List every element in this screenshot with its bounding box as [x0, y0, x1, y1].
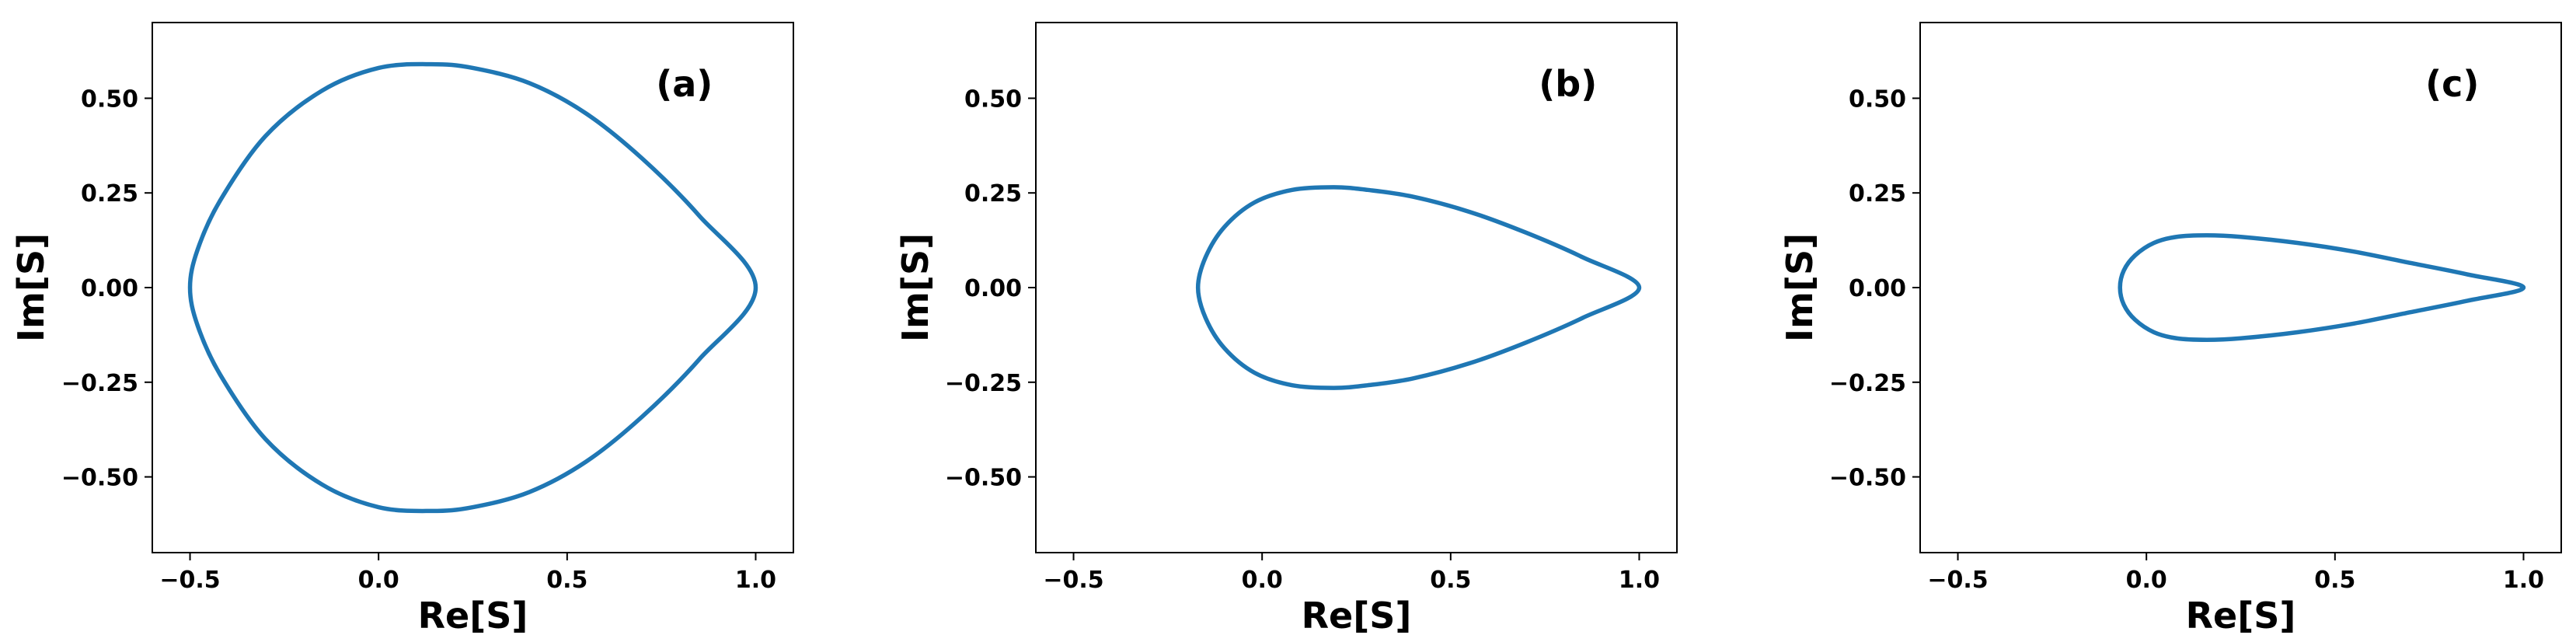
panel-1-ytick-label: −0.25: [61, 370, 138, 397]
panel-2-ytick-label: −0.50: [945, 465, 1022, 492]
panel-3-xtick-label: 0.0: [2126, 567, 2167, 594]
panel-3-ytick-label: −0.50: [1829, 465, 1906, 492]
panel-2-x-axis-label: Re[S]: [1302, 595, 1412, 637]
panel-1-xtick-label: 0.0: [358, 567, 399, 594]
panel-1-xtick-label: 0.5: [546, 567, 587, 594]
panel-3-label: (c): [2425, 63, 2479, 105]
panel-2-xtick-label: 1.0: [1619, 567, 1660, 594]
panel-3-ytick-label: 0.00: [1849, 275, 1906, 302]
panel-3-xtick-label: −0.5: [1927, 567, 1988, 594]
panel-1-ytick-label: 0.50: [81, 85, 138, 113]
panel-3-xtick-label: 0.5: [2314, 567, 2355, 594]
panel-2-ytick-label: 0.25: [964, 180, 1022, 208]
panel-2-y-axis-label: Im[S]: [894, 233, 936, 342]
panel-3-y-axis-label: Im[S]: [1779, 233, 1821, 342]
panel-2-label: (b): [1539, 63, 1597, 105]
panel-1-xtick-label: −0.5: [159, 567, 220, 594]
panel-1-ytick-label: −0.50: [61, 465, 138, 492]
panel-3-ytick-label: −0.25: [1829, 370, 1906, 397]
panel-3-series-1-curve: [2118, 233, 2526, 342]
panel-3-ytick-label: 0.25: [1849, 180, 1906, 208]
panel-2-xtick-label: 0.5: [1430, 567, 1471, 594]
panel-2-series-1-curve: [1195, 185, 1642, 390]
panel-3-x-axis-label: Re[S]: [2186, 595, 2296, 637]
panel-1-xtick-label: 1.0: [735, 567, 776, 594]
panel-1-ytick-label: 0.25: [81, 180, 138, 208]
panel-3-xtick-label: 1.0: [2503, 567, 2544, 594]
panel-2-xtick-label: 0.0: [1242, 567, 1283, 594]
panel-2-ytick-label: −0.25: [945, 370, 1022, 397]
panel-1-label: (a): [656, 63, 713, 105]
panel-2-ytick-label: 0.50: [964, 85, 1022, 113]
panel-1-ytick-label: 0.00: [81, 275, 138, 302]
panel-1-x-axis-label: Re[S]: [418, 595, 528, 637]
panel-3-ytick-label: 0.50: [1849, 85, 1906, 113]
panel-1-series-1-curve: [187, 61, 758, 514]
panel-2-ytick-label: 0.00: [964, 275, 1022, 302]
panel-1-y-axis-label: Im[S]: [10, 233, 52, 342]
panel-2-xtick-label: −0.5: [1043, 567, 1103, 594]
